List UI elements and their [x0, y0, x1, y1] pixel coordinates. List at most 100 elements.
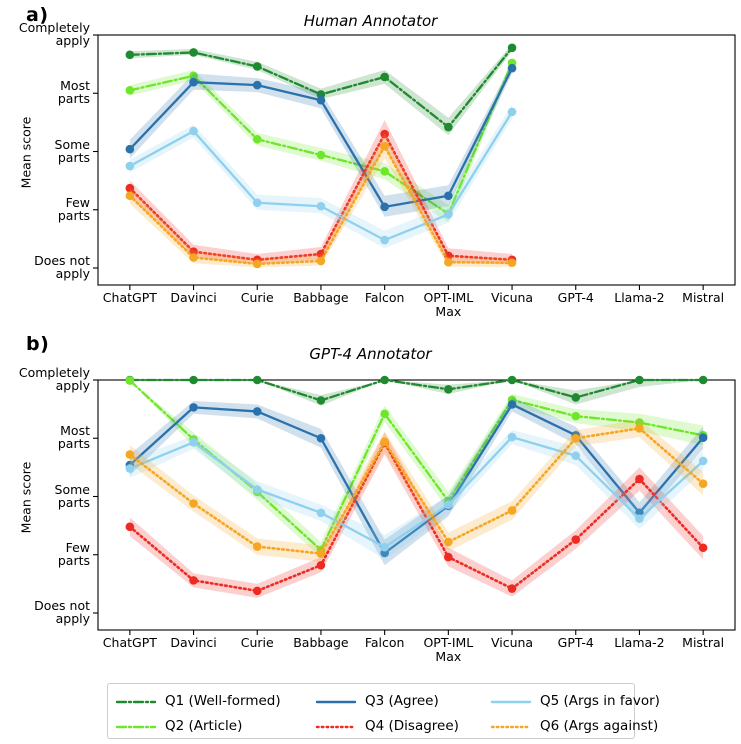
data-point	[507, 43, 517, 53]
series-line	[128, 435, 705, 549]
data-point	[444, 552, 453, 562]
data-point	[316, 150, 326, 160]
legend-swatch-q3-icon	[315, 694, 357, 708]
x-tick-label: Babbage	[293, 635, 349, 650]
data-point	[380, 409, 389, 419]
data-point	[571, 411, 581, 421]
data-point	[380, 167, 389, 176]
y-tick-label: Few parts	[57, 194, 90, 223]
x-tick-label: Curie	[240, 290, 274, 305]
data-point	[189, 499, 198, 508]
data-point	[316, 549, 326, 558]
data-point	[635, 424, 644, 433]
panel-a-plot	[93, 34, 736, 290]
x-tick-label: Curie	[240, 635, 274, 650]
data-point	[444, 500, 453, 509]
data-point	[698, 433, 708, 442]
legend-item-q4[interactable]: Q4 (Disagree)	[315, 713, 459, 738]
data-point	[189, 71, 198, 81]
x-tick-label: Llama-2	[614, 290, 665, 305]
data-point	[571, 535, 581, 544]
data-point	[189, 126, 198, 136]
legend-item-q5[interactable]: Q5 (Args in favor)	[490, 688, 660, 713]
data-point	[189, 576, 198, 585]
x-tick-label: OPT-IML Max	[423, 635, 474, 664]
data-point	[189, 438, 198, 447]
data-point	[507, 375, 517, 385]
confidence-band	[129, 432, 704, 598]
legend-item-q2[interactable]: Q2 (Article)	[115, 713, 243, 738]
data-point	[125, 464, 135, 473]
legend-label: Q5 (Args in favor)	[540, 692, 660, 709]
data-point	[380, 129, 389, 139]
data-point	[125, 450, 135, 459]
data-point	[252, 542, 262, 551]
y-tick-label: Completely apply	[18, 20, 90, 49]
data-point	[316, 560, 326, 570]
x-tick-label: Mistral	[682, 635, 725, 650]
legend-item-q3[interactable]: Q3 (Agree)	[315, 688, 439, 713]
x-tick-label: Mistral	[682, 290, 725, 305]
data-point	[380, 542, 389, 552]
data-point	[189, 375, 198, 385]
x-tick-label: Llama-2	[614, 635, 665, 650]
data-point	[444, 257, 453, 267]
legend-item-q6[interactable]: Q6 (Args against)	[490, 713, 658, 738]
data-point	[571, 393, 581, 402]
legend-swatch-q4-icon	[315, 719, 357, 733]
data-point	[316, 201, 326, 211]
data-point	[252, 407, 262, 416]
data-point	[189, 253, 198, 262]
data-point	[189, 77, 198, 87]
data-point	[252, 586, 262, 596]
panel-a-tag: a)	[26, 4, 49, 26]
series-line	[128, 378, 705, 402]
series-line	[128, 441, 705, 593]
x-tick-label: Falcon	[364, 635, 405, 650]
confidence-band	[129, 62, 513, 217]
y-tick-label: Does not apply	[34, 253, 90, 282]
data-point	[571, 451, 581, 461]
legend: Q1 (Well-formed) Q3 (Agree) Q5 (Args in fa…	[107, 683, 660, 739]
data-point	[507, 107, 517, 117]
data-point	[252, 485, 262, 494]
data-point	[380, 72, 389, 82]
panel-b-tag: b)	[26, 333, 50, 355]
data-point	[698, 375, 708, 385]
x-tick-label: Vicuna	[490, 635, 534, 650]
legend-swatch-q1-icon	[115, 694, 157, 708]
data-point	[189, 403, 198, 412]
data-point	[444, 191, 453, 201]
data-point	[444, 210, 453, 219]
confidence-band	[129, 430, 704, 560]
data-point	[635, 375, 644, 385]
x-tick-label: Falcon	[364, 290, 405, 305]
data-point	[380, 141, 389, 151]
data-point	[252, 62, 262, 71]
data-point	[252, 259, 262, 269]
data-point	[507, 400, 517, 409]
panel-b-title: GPT-4 Annotator	[309, 345, 432, 363]
data-point	[125, 522, 135, 532]
x-tick-label: GPT-4	[557, 290, 594, 305]
legend-item-q1[interactable]: Q1 (Well-formed)	[115, 688, 281, 713]
data-point	[125, 86, 135, 95]
data-point	[635, 474, 644, 484]
data-point	[125, 191, 135, 201]
y-tick-label: Most parts	[57, 78, 90, 107]
legend-label: Q3 (Agree)	[365, 692, 439, 709]
data-point	[125, 161, 135, 171]
data-point	[698, 456, 708, 466]
legend-row: Q2 (Article) Q4 (Disagree) Q6 (Args agains…	[115, 713, 658, 738]
axes-frame	[97, 379, 736, 631]
y-tick-label: Some parts	[54, 136, 90, 165]
data-point	[698, 543, 708, 553]
data-point	[189, 48, 198, 57]
data-point	[380, 375, 389, 385]
data-point	[635, 514, 644, 523]
x-tick-label: GPT-4	[557, 635, 594, 650]
legend-label: Q2 (Article)	[165, 717, 243, 734]
confidence-band	[129, 380, 704, 406]
data-point	[444, 537, 453, 547]
